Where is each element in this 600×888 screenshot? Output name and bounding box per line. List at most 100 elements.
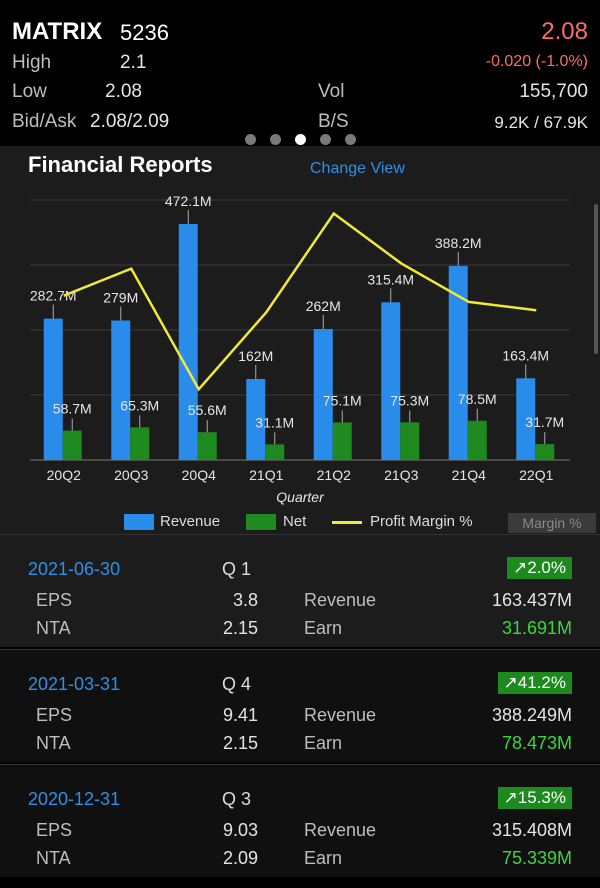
stock-name: MATRIX: [12, 18, 103, 45]
x-tick-label: 21Q4: [452, 467, 486, 483]
earn-label: Earn: [304, 733, 343, 753]
eps-label: EPS: [36, 705, 73, 725]
record-date: 2021-03-31: [28, 674, 121, 694]
revenue-data-label: 162M: [238, 348, 273, 364]
legend-revenue-label: Revenue: [160, 513, 221, 530]
high-label: High: [12, 52, 52, 73]
earn-value: 31.691M: [501, 618, 572, 638]
revenue-data-label: 163.4M: [502, 347, 549, 363]
high-value: 2.1: [120, 52, 147, 73]
net-bar: [400, 422, 420, 460]
financial-chart: 282.7M 58.7M 20Q2 279M 65.3M 20Q3 472.1M 55.6M 2…: [30, 193, 570, 505]
nta-value: 2.09: [222, 848, 258, 868]
record-change-badge: ↗2.0%: [507, 557, 572, 579]
bs-value: 9.2K / 67.9K: [494, 113, 588, 132]
legend-net-label: Net: [283, 513, 307, 530]
eps-value: 9.41: [222, 705, 258, 725]
eps-value: 3.8: [232, 590, 258, 610]
margin-percent-button[interactable]: Margin %: [508, 513, 596, 533]
net-bar: [535, 444, 555, 460]
page-dot[interactable]: [319, 134, 331, 145]
financial-reports-panel: 282.7M 58.7M 20Q2 279M 65.3M 20Q3 472.1M 55.6M 2…: [0, 146, 600, 534]
report-record[interactable]: 2021-03-31 Q 4 ↗41.2% EPS 9.41 Revenue 388.249…: [0, 649, 600, 762]
page-indicator[interactable]: [0, 134, 600, 148]
revenue-value: 315.408M: [491, 820, 572, 840]
eps-label: EPS: [36, 590, 73, 610]
revenue-data-label: 262M: [306, 298, 341, 314]
net-bar: [197, 432, 217, 460]
low-label: Low: [12, 81, 47, 102]
legend-revenue-swatch: [124, 514, 154, 530]
bs-label: B/S: [318, 111, 349, 132]
record-quarter: Q 1: [222, 559, 252, 579]
net-bar: [332, 422, 352, 460]
nta-label: NTA: [36, 618, 71, 638]
net-bar: [62, 430, 82, 460]
revenue-value: 163.437M: [491, 590, 572, 610]
nta-label: NTA: [36, 733, 71, 753]
record-date: 2021-06-30: [28, 559, 121, 579]
profit-margin-line: [63, 211, 537, 392]
stock-code: 5236: [120, 20, 169, 45]
x-tick-label: 20Q3: [114, 467, 148, 483]
legend-margin-line: [332, 521, 362, 524]
nta-label: NTA: [36, 848, 71, 868]
revenue-bar: [111, 320, 131, 460]
earn-label: Earn: [304, 848, 343, 868]
change-view-link[interactable]: Change View: [310, 160, 405, 177]
revenue-bar: [313, 329, 333, 460]
low-value: 2.08: [105, 81, 142, 102]
net-data-label: 55.6M: [188, 402, 227, 418]
chart-scrollbar[interactable]: [594, 204, 598, 354]
revenue-bar: [381, 302, 401, 460]
revenue-bar: [246, 379, 266, 460]
report-record[interactable]: 2021-06-30 Q 1 ↗2.0% EPS 3.8 Revenue 163.437M N…: [0, 534, 600, 647]
quote-header: MATRIX 5236 2.08 -0.020 (-1.0%) High 2.1…: [0, 0, 600, 150]
net-data-label: 75.3M: [390, 392, 429, 408]
page-dot[interactable]: [344, 134, 356, 145]
revenue-value: 388.249M: [491, 705, 572, 725]
record-date: 2020-12-31: [28, 789, 121, 809]
vol-label: Vol: [318, 81, 345, 102]
price-change: -0.020 (-1.0%): [485, 53, 588, 70]
x-axis-title: Quarter: [276, 489, 325, 505]
revenue-data-label: 388.2M: [435, 235, 482, 251]
earn-value: 78.473M: [501, 733, 572, 753]
record-change-badge: ↗41.2%: [497, 672, 572, 694]
revenue-data-label: 315.4M: [367, 271, 414, 287]
net-data-label: 78.5M: [458, 391, 497, 407]
x-tick-label: 21Q2: [317, 467, 351, 483]
revenue-data-label: 279M: [103, 290, 138, 306]
record-change-badge: ↗15.3%: [497, 787, 572, 809]
earn-label: Earn: [304, 618, 343, 638]
revenue-bar: [178, 223, 198, 460]
net-bar: [130, 427, 150, 460]
record-quarter: Q 4: [222, 674, 252, 694]
page-dot[interactable]: [244, 134, 256, 145]
legend-margin-label: Profit Margin %: [370, 513, 473, 530]
x-tick-label: 21Q3: [384, 467, 418, 483]
eps-label: EPS: [36, 820, 73, 840]
chart-legend: Revenue Net Profit Margin % Margin %: [0, 512, 600, 534]
revenue-label: Revenue: [304, 705, 377, 725]
earn-value: 75.339M: [501, 848, 572, 868]
net-data-label: 65.3M: [120, 397, 159, 413]
report-record[interactable]: 2020-12-31 Q 3 ↗15.3% EPS 9.03 Revenue 315.408…: [0, 764, 600, 877]
revenue-data-label: 282.7M: [30, 288, 77, 304]
report-title: Financial Reports: [28, 152, 213, 177]
net-data-label: 31.7M: [525, 414, 564, 430]
nta-value: 2.15: [222, 733, 258, 753]
page-dot[interactable]: [269, 134, 281, 145]
x-tick-label: 22Q1: [519, 467, 553, 483]
bidask-label: Bid/Ask: [12, 111, 77, 132]
bidask-value: 2.08/2.09: [90, 111, 170, 132]
revenue-data-label: 472.1M: [165, 193, 212, 209]
net-data-label: 75.1M: [323, 392, 362, 408]
page-dot[interactable]: [294, 134, 306, 145]
revenue-bar: [43, 318, 63, 460]
legend-net-swatch: [246, 514, 276, 530]
net-data-label: 31.1M: [255, 414, 294, 430]
revenue-label: Revenue: [304, 820, 377, 840]
last-price: 2.08: [541, 18, 588, 45]
x-tick-label: 21Q1: [249, 467, 283, 483]
